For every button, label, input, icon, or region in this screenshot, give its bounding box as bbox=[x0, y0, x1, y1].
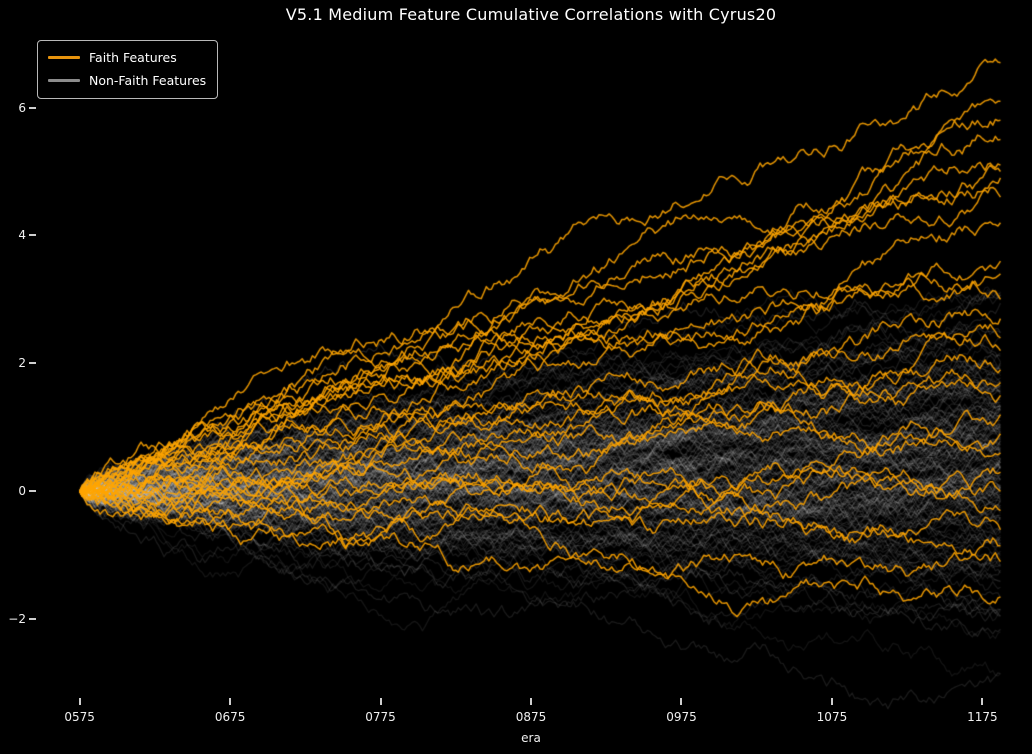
x-tick-mark bbox=[78, 698, 81, 705]
x-tick-label: 1175 bbox=[967, 710, 998, 724]
x-tick-label: 0675 bbox=[214, 710, 246, 724]
y-tick-mark bbox=[29, 618, 36, 621]
y-tick-mark bbox=[29, 490, 36, 493]
legend-label-non-faith: Non-Faith Features bbox=[89, 73, 207, 88]
y-tick-label: 2 bbox=[18, 356, 26, 371]
legend-item-faith: Faith Features bbox=[48, 46, 206, 69]
legend-label-faith: Faith Features bbox=[89, 50, 177, 65]
y-tick-mark bbox=[29, 362, 36, 365]
x-tick-label: 0575 bbox=[64, 710, 95, 724]
x-tick-label: 0875 bbox=[515, 710, 547, 724]
x-tick-mark bbox=[379, 698, 382, 705]
non-faith-line-swatch-icon bbox=[48, 79, 80, 82]
legend-item-non-faith: Non-Faith Features bbox=[48, 69, 206, 92]
y-tick-mark bbox=[29, 106, 36, 109]
legend: Faith Features Non-Faith Features bbox=[37, 40, 219, 99]
y-tick-label: 0 bbox=[18, 484, 26, 499]
x-tick-label: 0975 bbox=[666, 710, 697, 724]
y-tick-label: −2 bbox=[8, 612, 26, 627]
x-tick-label: 1075 bbox=[816, 710, 848, 724]
x-axis-label: era bbox=[521, 731, 541, 745]
x-tick-label: 0775 bbox=[365, 710, 396, 724]
y-tick-label: 6 bbox=[18, 100, 26, 115]
x-tick-mark bbox=[830, 698, 833, 705]
x-tick-mark bbox=[981, 698, 984, 705]
y-tick-mark bbox=[29, 234, 36, 237]
x-tick-mark bbox=[680, 698, 683, 705]
x-tick-mark bbox=[229, 698, 232, 705]
y-tick-label: 4 bbox=[18, 228, 26, 243]
faith-line-swatch-icon bbox=[48, 56, 80, 59]
chart-title: V5.1 Medium Feature Cumulative Correlati… bbox=[285, 5, 777, 24]
x-tick-mark bbox=[530, 698, 533, 705]
